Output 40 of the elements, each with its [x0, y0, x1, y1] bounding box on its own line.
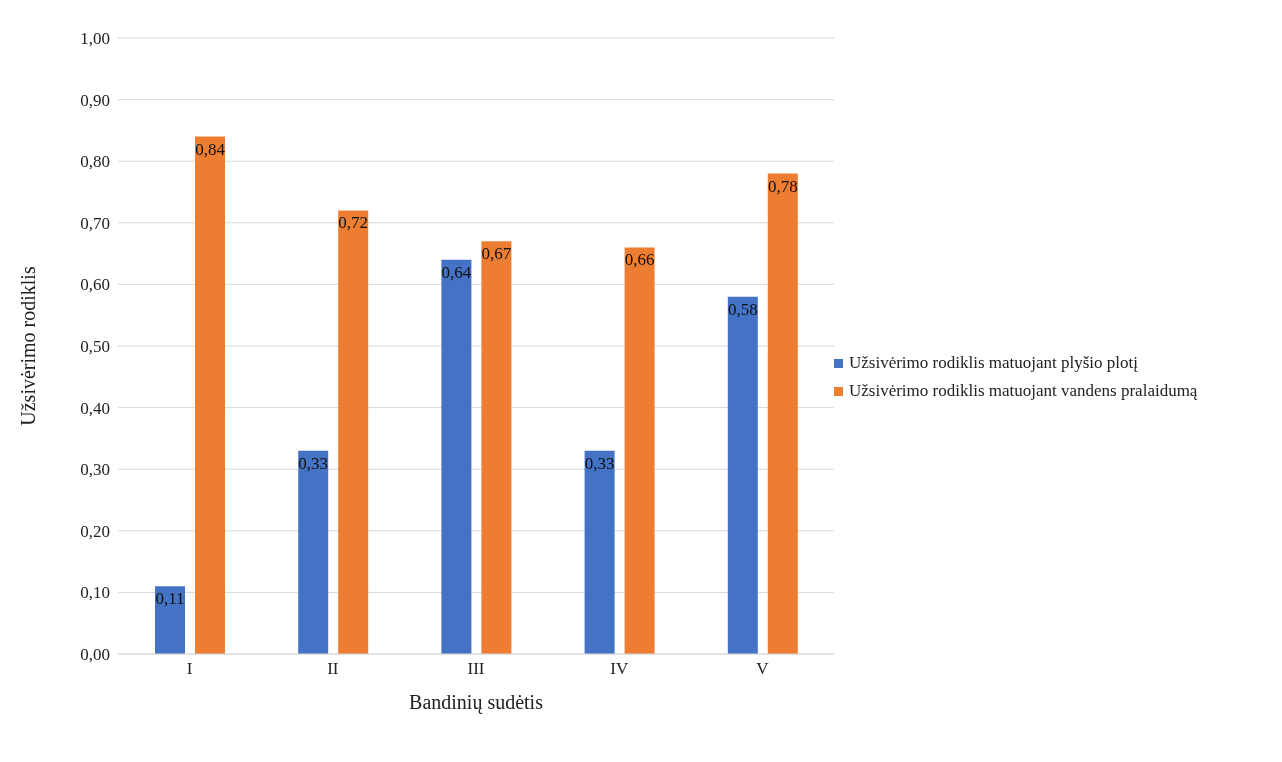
x-tick-label: V [756, 659, 770, 679]
y-tick-label: 0,70 [80, 213, 110, 233]
bar [624, 247, 655, 654]
x-tick-label: IV [610, 659, 629, 679]
y-tick-label: 0,00 [80, 645, 110, 665]
data-label: 0,78 [767, 176, 798, 196]
x-tick-label: II [327, 659, 339, 679]
data-label: 0,72 [338, 213, 369, 233]
data-label: 0,58 [727, 299, 758, 319]
bar [584, 450, 615, 654]
x-tick-label: I [186, 659, 193, 679]
y-tick-label: 0,40 [80, 398, 110, 418]
data-label: 0,11 [155, 589, 185, 609]
bar [298, 450, 329, 654]
data-label: 0,33 [298, 453, 329, 473]
data-label: 0,66 [624, 250, 655, 270]
y-tick-label: 0,30 [80, 460, 110, 480]
legend-label: Užsivėrimo rodiklis matuojant plyšio plotį [849, 353, 1138, 373]
x-tick-label: III [467, 659, 485, 679]
y-tick-label: 0,10 [80, 583, 110, 603]
y-tick-label: 0,20 [80, 521, 110, 541]
bar [767, 173, 798, 654]
y-tick-label: 0,80 [80, 152, 110, 172]
y-tick-label: 0,90 [80, 90, 110, 110]
data-label: 0,33 [584, 453, 615, 473]
bar [338, 210, 369, 654]
bar [155, 586, 185, 654]
legend-label: Užsivėrimo rodiklis matuojant vandens pralaidumą [849, 381, 1198, 401]
data-label: 0,64 [441, 262, 472, 282]
y-tick-label: 0,50 [80, 337, 110, 357]
bar [441, 259, 472, 654]
y-tick-label: 1,00 [80, 29, 110, 49]
y-axis-title: Užsivėrimo rodiklis [17, 266, 40, 426]
data-label: 0,67 [481, 244, 512, 264]
y-tick-label: 0,60 [80, 275, 110, 295]
x-axis-title: Bandinių sudėtis [409, 691, 544, 714]
bar [481, 241, 512, 654]
bar [727, 296, 758, 654]
data-label: 0,84 [195, 139, 226, 159]
bar [195, 136, 225, 654]
